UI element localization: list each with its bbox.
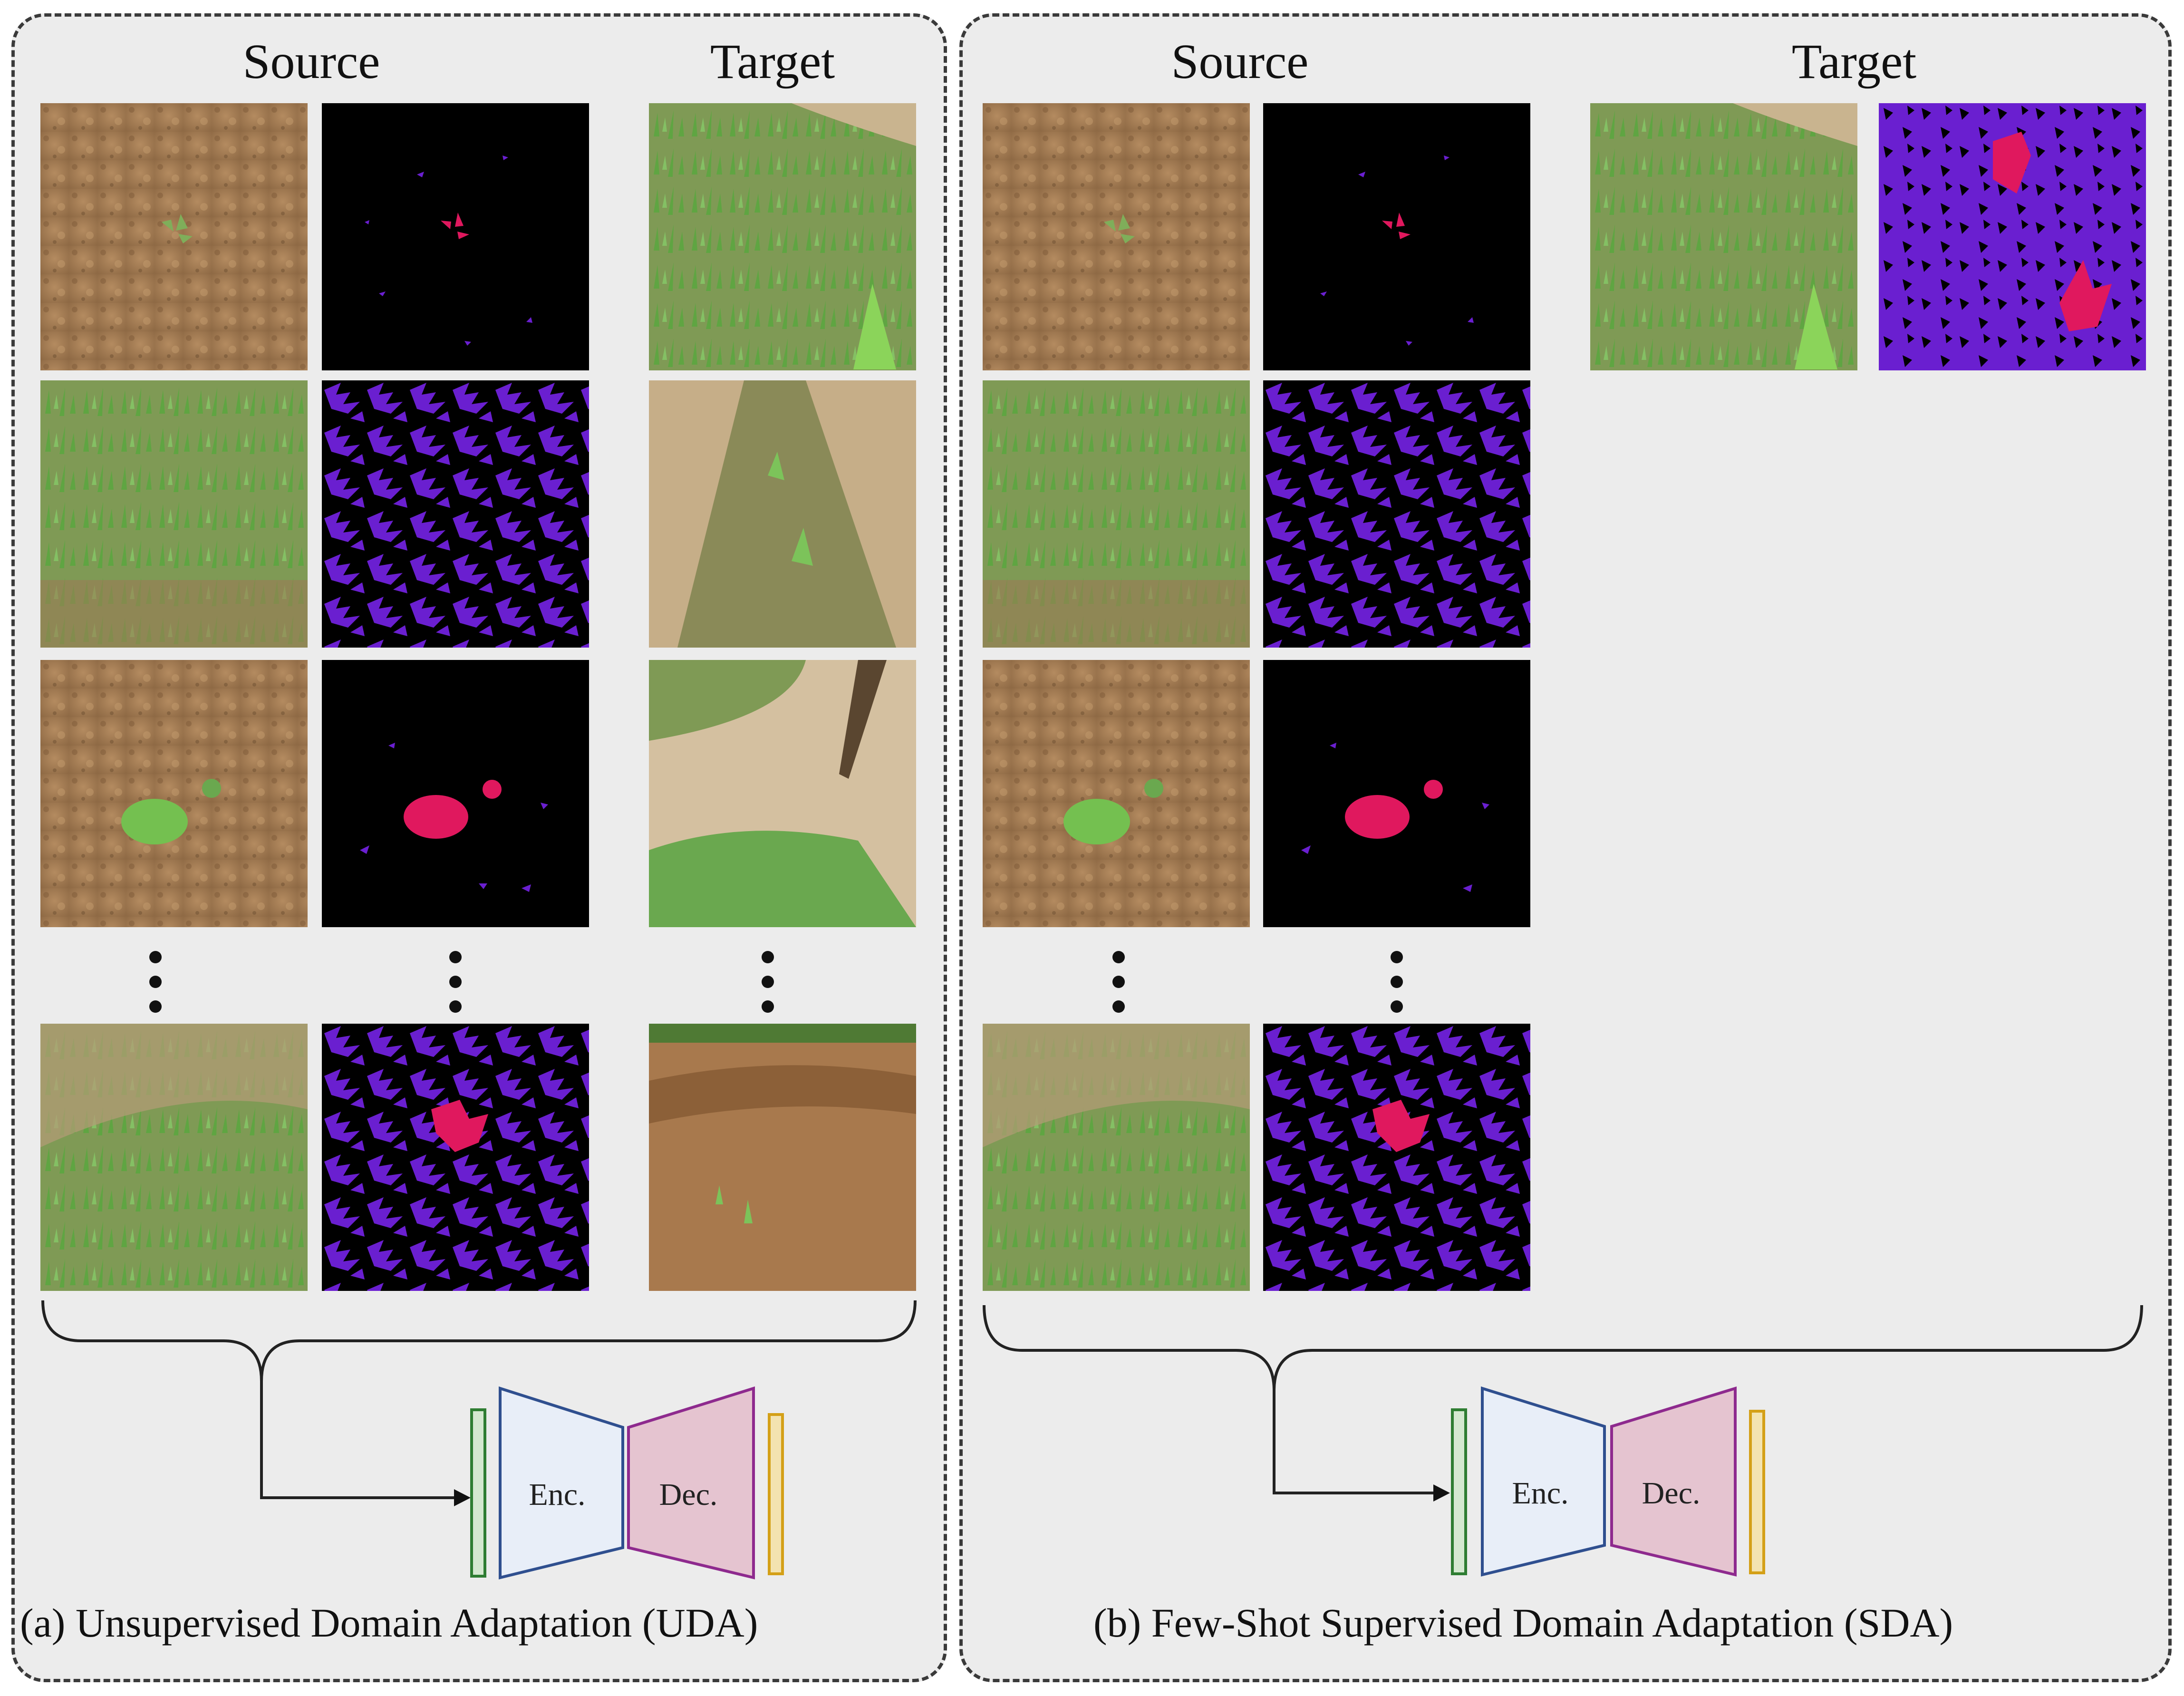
uda-target-heading: Target xyxy=(710,34,835,89)
uda-brace xyxy=(41,1300,917,1382)
uda-source-image-4 xyxy=(40,1024,308,1291)
sda-target-image-1 xyxy=(1590,103,1857,370)
sda-source-image-3 xyxy=(983,660,1250,927)
sda-source-image-2 xyxy=(983,380,1250,648)
sda-source-heading: Source xyxy=(1171,34,1309,89)
sda-source-mask-1 xyxy=(1263,103,1530,370)
sda-decoder xyxy=(1610,1386,1737,1577)
sda-source-mask-4 xyxy=(1263,1024,1530,1291)
sda-arrow xyxy=(1273,1391,1436,1494)
sda-encoder xyxy=(1481,1386,1606,1577)
uda-source-image-ellipsis xyxy=(148,951,163,1025)
uda-arrow xyxy=(260,1381,456,1499)
uda-source-image-2 xyxy=(40,380,308,648)
sda-source-image-1 xyxy=(983,103,1250,370)
uda-source-mask-4 xyxy=(322,1024,589,1291)
uda-source-mask-2 xyxy=(322,380,589,648)
uda-target-image-3 xyxy=(649,660,916,927)
uda-source-mask-1 xyxy=(322,103,589,370)
sda-caption: (b) Few-Shot Supervised Domain Adaptatio… xyxy=(1093,1600,1953,1646)
sda-source-mask-ellipsis xyxy=(1390,951,1404,1025)
sda-encoder-label: Enc. xyxy=(1512,1476,1568,1511)
sda-source-mask-2 xyxy=(1263,380,1530,648)
sda-arrow-head xyxy=(1433,1484,1450,1502)
uda-decoder xyxy=(627,1386,755,1580)
sda-input-bar xyxy=(1451,1408,1467,1575)
uda-decoder-label: Dec. xyxy=(659,1477,718,1512)
uda-encoder xyxy=(499,1386,624,1580)
uda-source-mask-ellipsis xyxy=(448,951,463,1025)
uda-source-image-3 xyxy=(40,660,308,927)
uda-arrow-head xyxy=(454,1489,471,1506)
uda-source-image-1 xyxy=(40,103,308,370)
uda-target-image-2 xyxy=(649,380,916,648)
uda-source-heading: Source xyxy=(242,34,380,89)
uda-target-image-1 xyxy=(649,103,916,370)
uda-output-bar xyxy=(768,1413,784,1575)
uda-caption: (a) Unsupervised Domain Adaptation (UDA) xyxy=(20,1600,758,1646)
sda-source-image-4 xyxy=(983,1024,1250,1291)
sda-source-mask-3 xyxy=(1263,660,1530,927)
sda-source-image-ellipsis xyxy=(1111,951,1126,1025)
sda-output-bar xyxy=(1749,1410,1765,1574)
uda-source-mask-3 xyxy=(322,660,589,927)
sda-target-heading: Target xyxy=(1791,34,1917,89)
uda-input-bar xyxy=(470,1408,486,1578)
uda-encoder-label: Enc. xyxy=(529,1477,585,1512)
uda-target-image-4 xyxy=(649,1024,916,1291)
sda-target-mask-1 xyxy=(1879,103,2146,370)
sda-brace xyxy=(983,1305,2143,1391)
sda-decoder-label: Dec. xyxy=(1642,1476,1701,1511)
uda-target-image-ellipsis xyxy=(761,951,775,1025)
